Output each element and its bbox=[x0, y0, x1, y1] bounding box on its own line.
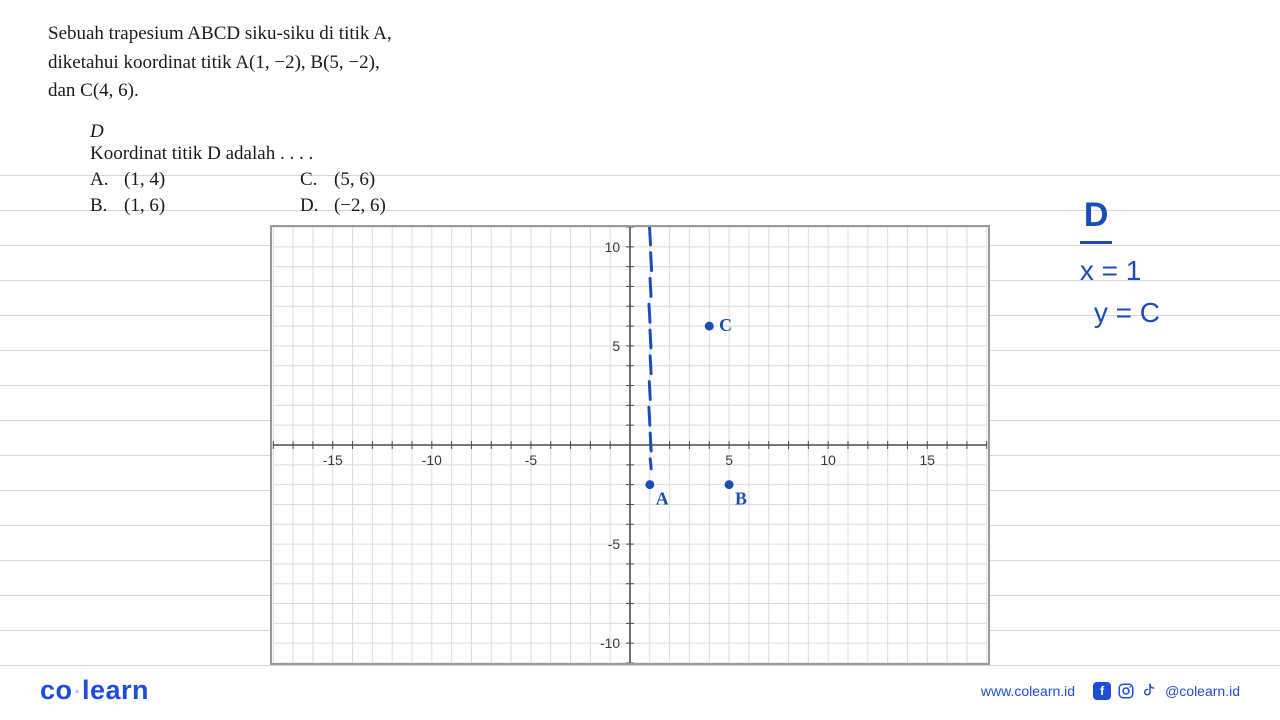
option-c[interactable]: C. (5, 6) bbox=[300, 169, 500, 191]
svg-text:5: 5 bbox=[612, 338, 620, 354]
graph-svg: -15 -10 -5 5 10 15 5 10 -5 -10 A B C bbox=[272, 227, 988, 663]
handwriting-line2: y = C bbox=[1080, 292, 1160, 334]
option-c-letter: C. bbox=[300, 169, 322, 191]
option-b-letter: B. bbox=[90, 195, 112, 217]
option-a[interactable]: A. (1, 4) bbox=[90, 169, 290, 191]
options-grid: A. (1, 4) C. (5, 6) B. (1, 6) D. (−2, 6) bbox=[90, 169, 1232, 217]
handwritten-answer: D x = 1 y = C bbox=[1080, 190, 1160, 334]
svg-text:A: A bbox=[656, 488, 669, 508]
social-handle[interactable]: @colearn.id bbox=[1165, 683, 1240, 699]
option-a-value: (1, 4) bbox=[124, 169, 165, 191]
brand-logo: co·learn bbox=[40, 675, 149, 706]
option-a-letter: A. bbox=[90, 169, 112, 191]
instagram-icon[interactable] bbox=[1117, 682, 1135, 700]
footer-url[interactable]: www.colearn.id bbox=[981, 683, 1075, 699]
svg-text:10: 10 bbox=[605, 239, 621, 255]
svg-text:C: C bbox=[719, 315, 732, 335]
brand-learn: learn bbox=[82, 675, 149, 705]
sub-question-prompt: Koordinat titik D adalah . . . . bbox=[90, 143, 1232, 165]
svg-text:10: 10 bbox=[820, 452, 836, 468]
social-group: f @colearn.id bbox=[1093, 682, 1240, 700]
question-line2: diketahui koordinat titik A(1, −2), B(5,… bbox=[48, 52, 380, 73]
svg-text:-5: -5 bbox=[608, 536, 621, 552]
question-line1: Sebuah trapesium ABCD siku-siku di titik… bbox=[48, 23, 392, 44]
handwriting-title: D bbox=[1080, 190, 1113, 244]
sub-question: D Koordinat titik D adalah . . . . A. (1… bbox=[48, 121, 1232, 217]
svg-text:5: 5 bbox=[725, 452, 733, 468]
svg-text:15: 15 bbox=[920, 452, 936, 468]
option-b-value: (1, 6) bbox=[124, 195, 165, 217]
option-d-letter: D. bbox=[300, 195, 322, 217]
question-text: Sebuah trapesium ABCD siku-siku di titik… bbox=[48, 20, 508, 105]
svg-text:B: B bbox=[735, 488, 747, 508]
handwriting-line1: x = 1 bbox=[1080, 250, 1160, 292]
option-b[interactable]: B. (1, 6) bbox=[90, 195, 290, 217]
footer-right: www.colearn.id f @colearn.id bbox=[981, 682, 1240, 700]
tiktok-icon[interactable] bbox=[1141, 682, 1159, 700]
brand-co: co bbox=[40, 675, 73, 705]
footer: co·learn www.colearn.id f @colearn.id bbox=[0, 675, 1280, 706]
svg-text:-10: -10 bbox=[422, 452, 442, 468]
option-c-value: (5, 6) bbox=[334, 169, 375, 191]
coordinate-graph: -15 -10 -5 5 10 15 5 10 -5 -10 A B C bbox=[270, 225, 990, 665]
facebook-icon[interactable]: f bbox=[1093, 682, 1111, 700]
svg-text:-15: -15 bbox=[323, 452, 343, 468]
option-d[interactable]: D. (−2, 6) bbox=[300, 195, 500, 217]
option-d-value: (−2, 6) bbox=[334, 195, 386, 217]
question-line3: dan C(4, 6). bbox=[48, 80, 139, 101]
svg-text:-10: -10 bbox=[600, 635, 620, 651]
svg-text:-5: -5 bbox=[525, 452, 538, 468]
content-area: Sebuah trapesium ABCD siku-siku di titik… bbox=[0, 0, 1280, 217]
